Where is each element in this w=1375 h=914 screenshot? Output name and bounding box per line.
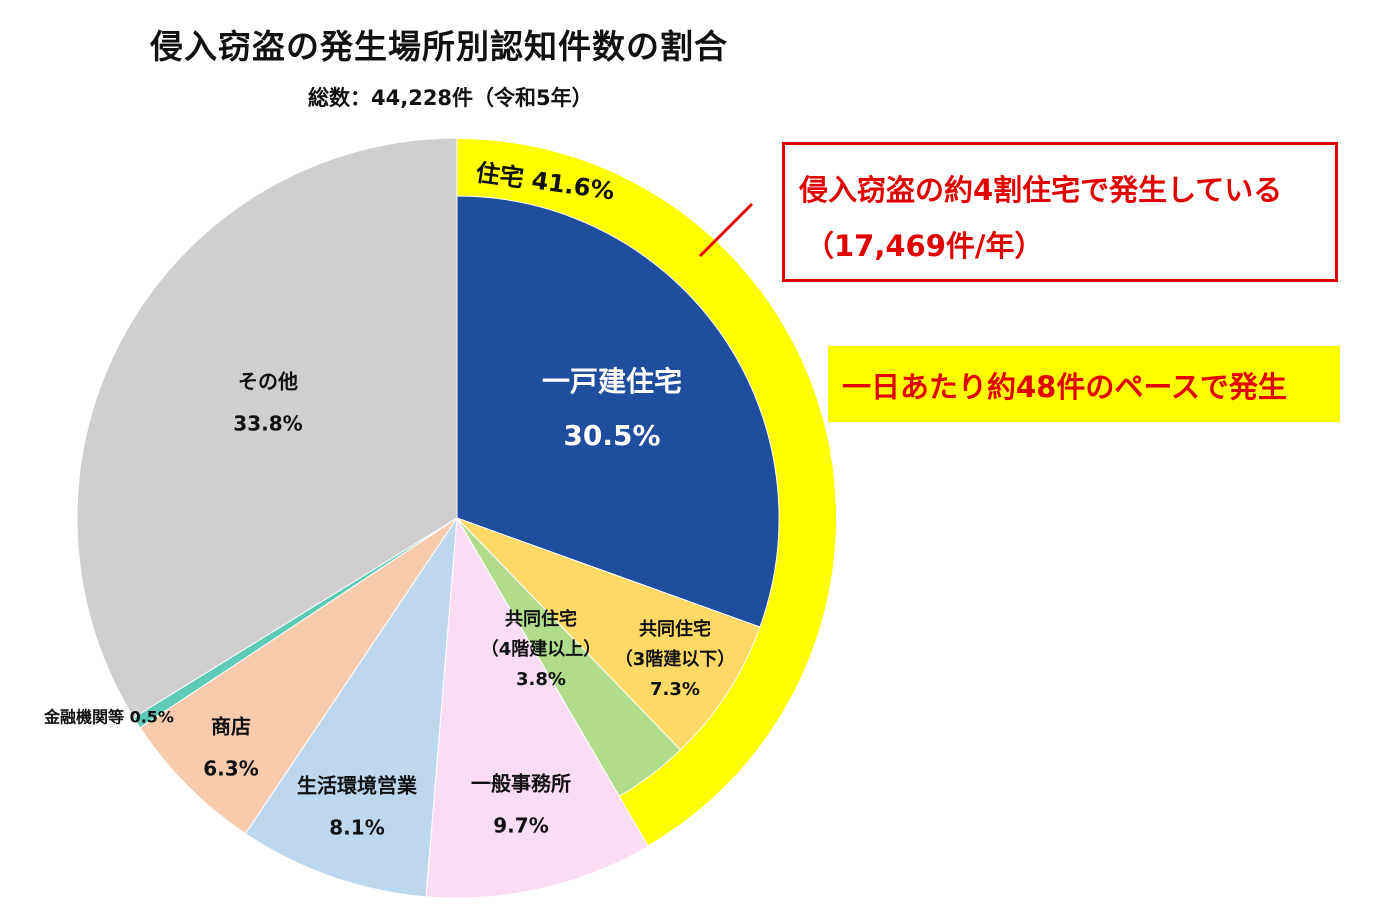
pie-label-共同住宅4階建以上-sub: （4階建以上） — [481, 638, 602, 660]
pie-slice-その他 — [76, 137, 458, 719]
callout-daily-rate: 一日あたり約48件のペースで発生 — [828, 346, 1340, 422]
callout-housing-share-text: 侵入窃盗の約4割住宅で発生している — [799, 173, 1283, 207]
chart-subtitle: 総数：44,228件（令和5年） — [308, 86, 593, 110]
pie-value-一戸建住宅: 30.5% — [563, 419, 660, 452]
callout-daily-rate-text: 一日あたり約48件のペースで発生 — [842, 370, 1287, 404]
pie-label-共同住宅3階建以下: 共同住宅 — [639, 618, 711, 640]
pie-slice-商店 — [139, 517, 458, 835]
pie-label-一般事務所: 一般事務所 — [471, 772, 571, 796]
pie-label-共同住宅4階建以上: 共同住宅 — [505, 608, 577, 630]
pie-value-一般事務所: 9.7% — [493, 814, 548, 838]
pie-value-共同住宅3階建以下: 7.3% — [650, 679, 700, 700]
pie-value-商店: 6.3% — [203, 757, 258, 781]
pie-label-商店: 商店 — [211, 715, 251, 739]
pie-label-生活環境営業: 生活環境営業 — [297, 774, 418, 798]
chart-title: 侵入窃盗の発生場所別認知件数の割合 — [150, 27, 728, 66]
callout-connector — [698, 202, 754, 258]
pie-slice-一般事務所 — [425, 516, 650, 899]
pie-value-生活環境営業: 8.1% — [329, 816, 384, 840]
pie-slice-共同住宅3階建以下 — [456, 517, 761, 751]
pie-value-その他: 33.8% — [233, 412, 302, 436]
pie-value-共同住宅4階建以上: 3.8% — [516, 669, 566, 690]
callout-housing-count-text: （17,469件/年） — [805, 229, 1044, 263]
pie-label-一戸建住宅: 一戸建住宅 — [542, 365, 682, 398]
pie-slice-生活環境営業 — [244, 516, 458, 898]
pie-label-その他: その他 — [238, 370, 298, 394]
pie-label-金融機関等: 金融機関等 0.5% — [43, 708, 174, 727]
pie-slice-一戸建住宅 — [456, 195, 780, 628]
callout-housing-share: 侵入窃盗の約4割住宅で発生している （17,469件/年） — [782, 142, 1338, 282]
pie-label-共同住宅3階建以下-sub: （3階建以下） — [615, 648, 736, 670]
